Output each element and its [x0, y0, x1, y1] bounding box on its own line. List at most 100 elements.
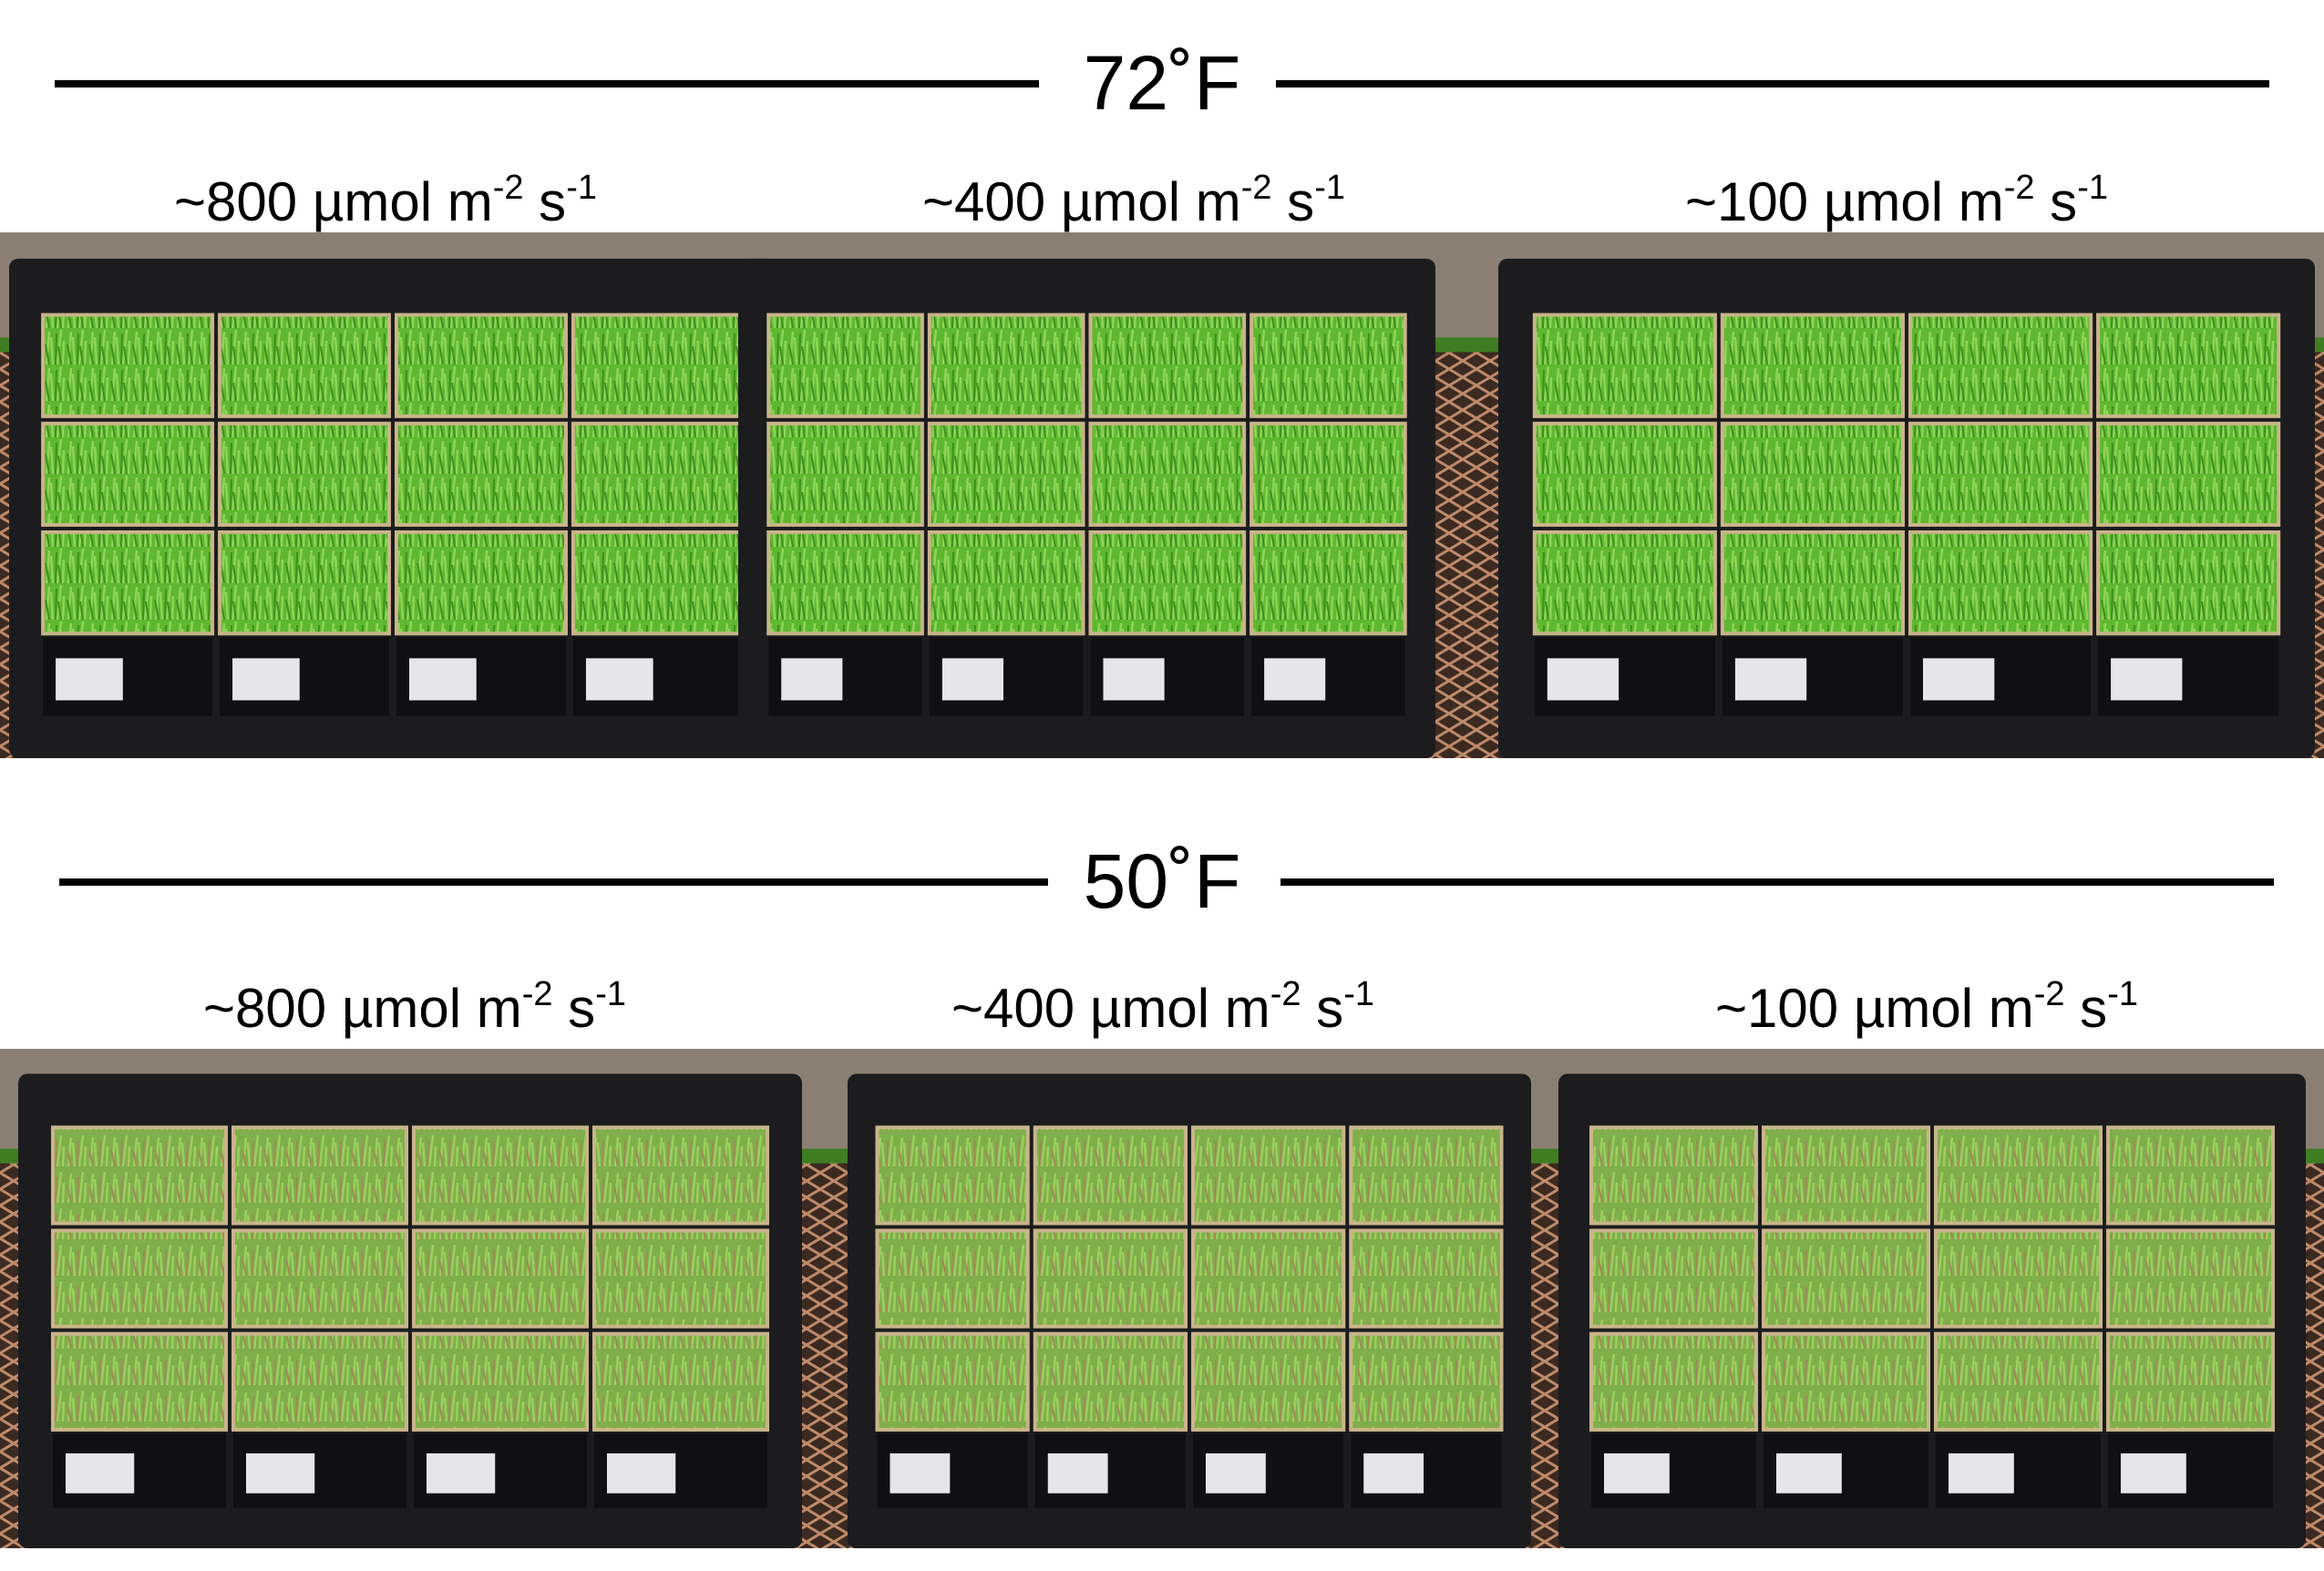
grass-pot	[1088, 421, 1247, 528]
grass-pot	[1532, 530, 1717, 636]
grass-pot	[231, 1125, 408, 1226]
grass-pot	[1191, 1228, 1346, 1329]
grass-pot	[1349, 1228, 1504, 1329]
grass-pot	[1249, 313, 1407, 418]
light-label: ~800 µmol m-2 s-1	[174, 169, 597, 232]
grass-pot	[2106, 1331, 2275, 1432]
photo	[0, 1049, 2324, 1548]
pot-tag	[246, 1453, 315, 1494]
pot-tag	[1734, 658, 1807, 701]
light-label: ~800 µmol m-2 s-1	[203, 975, 626, 1039]
grass-pot	[1720, 421, 1906, 528]
grass-pot	[1088, 313, 1247, 418]
grass-pot	[1720, 313, 1906, 418]
grass-pot	[927, 421, 1085, 528]
label-base: s	[2035, 171, 2078, 232]
label-base: ~800 µmol m	[203, 978, 522, 1039]
grass-pot	[1349, 1125, 1504, 1226]
label-exponent: -2	[522, 975, 553, 1013]
grass-pot	[231, 1331, 408, 1432]
grass-pot	[1349, 1331, 1504, 1432]
pot-tag	[66, 1453, 135, 1494]
grass-pot	[1589, 1228, 1758, 1329]
label-base: s	[553, 978, 596, 1039]
light-label: ~400 µmol m-2 s-1	[922, 169, 1345, 232]
grass-pot	[1033, 1228, 1188, 1329]
label-exponent: -1	[566, 169, 597, 207]
label-base: s	[524, 171, 567, 232]
label-exponent: -2	[1241, 169, 1272, 207]
grass-pot	[592, 1125, 769, 1226]
grass-pot	[1720, 530, 1906, 636]
label-base: ~800 µmol m	[174, 171, 493, 232]
grass-pot	[1249, 421, 1407, 528]
pot-tag	[1604, 1453, 1670, 1494]
grass-pot	[1762, 1125, 1930, 1226]
pot-tag	[585, 658, 653, 701]
pot-tag	[1363, 1453, 1424, 1494]
grass-pot	[1762, 1331, 1930, 1432]
photo	[0, 232, 2324, 759]
grass-pot	[2106, 1125, 2275, 1226]
light-label: ~400 µmol m-2 s-1	[951, 975, 1374, 1039]
grass-pot	[1249, 530, 1407, 636]
label-exponent: -1	[2107, 975, 2138, 1013]
grass-pot	[412, 1228, 589, 1329]
grass-pot	[1532, 313, 1717, 418]
grass-pot	[875, 1125, 1030, 1226]
grass-pot	[2096, 530, 2281, 636]
grass-pot	[2106, 1228, 2275, 1329]
grass-pot	[592, 1228, 769, 1329]
pot-tag	[607, 1453, 676, 1494]
pot-tag	[1206, 1453, 1266, 1494]
grass-pot	[766, 313, 924, 418]
grass-pot	[1088, 530, 1247, 636]
label-exponent: -2	[1270, 975, 1301, 1013]
grass-pot	[1908, 421, 2093, 528]
grass-pot	[41, 421, 215, 528]
grass-pot	[1033, 1125, 1188, 1226]
grass-pot	[1589, 1125, 1758, 1226]
pot-tag	[889, 1453, 951, 1494]
grass-pot	[1762, 1228, 1930, 1329]
grass-pot	[41, 530, 215, 636]
grass-pot	[395, 530, 568, 636]
label-base: s	[1272, 171, 1315, 232]
grass-pot	[766, 530, 924, 636]
grass-pot	[2096, 313, 2281, 418]
label-base: ~100 µmol m	[1685, 171, 2004, 232]
grass-pot	[571, 313, 745, 418]
grass-pot	[1191, 1331, 1346, 1432]
label-exponent: -2	[2004, 169, 2035, 207]
grass-pot	[218, 421, 391, 528]
grass-pot	[412, 1125, 589, 1226]
label-exponent: -1	[2077, 169, 2108, 207]
grass-pot	[927, 530, 1085, 636]
temperature-title: 72˚F	[1084, 40, 1241, 126]
grass-pot	[51, 1331, 228, 1432]
temperature-title: 50˚F	[1084, 838, 1241, 924]
pot-tag	[232, 658, 300, 701]
label-base: s	[1301, 978, 1344, 1039]
pot-tag	[409, 658, 477, 701]
grass-pot	[1908, 313, 2093, 418]
label-base: s	[2065, 978, 2108, 1039]
grass-pot	[395, 421, 568, 528]
grass-pot	[571, 421, 745, 528]
grass-pot	[2096, 421, 2281, 528]
pot-tag	[427, 1453, 496, 1494]
grass-pot	[766, 421, 924, 528]
label-exponent: -1	[595, 975, 626, 1013]
grass-pot	[1532, 421, 1717, 528]
pot-tag	[781, 658, 843, 701]
grass-pot	[875, 1228, 1030, 1329]
pot-tag	[1047, 1453, 1108, 1494]
light-label: ~100 µmol m-2 s-1	[1685, 169, 2108, 232]
grass-pot	[51, 1228, 228, 1329]
pot-tag	[2121, 1453, 2186, 1494]
label-exponent: -1	[1343, 975, 1374, 1013]
grass-pot	[571, 530, 745, 636]
pot-tag	[1264, 658, 1326, 701]
grass-pot	[875, 1331, 1030, 1432]
